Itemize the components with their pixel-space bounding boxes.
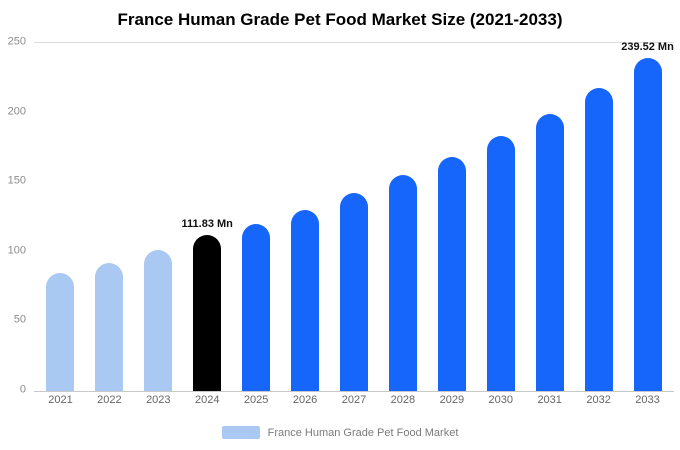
y-tick-label: 0 xyxy=(19,383,26,396)
bar-2025 xyxy=(242,223,271,391)
bar-value-label-2024: 111.83 Mn xyxy=(181,218,233,231)
y-tick-label: 100 xyxy=(7,244,26,257)
bar-cell-2028 xyxy=(378,43,427,391)
bar-2026 xyxy=(291,210,320,391)
chart-title: France Human Grade Pet Food Market Size … xyxy=(117,10,563,29)
bar-cell-2032 xyxy=(574,43,623,391)
bar-2027 xyxy=(339,193,368,391)
legend-swatch xyxy=(221,426,260,439)
x-tick-label-2021: 2021 xyxy=(48,394,73,406)
bar-cell-2029 xyxy=(427,43,476,391)
y-tick-label: 200 xyxy=(7,105,26,118)
x-tick-label-2026: 2026 xyxy=(292,394,318,406)
x-axis: 2021 2022 2023 2024 2025 2026 2027 2028 2029 2030… xyxy=(34,394,674,406)
x-tick-label-2025: 2025 xyxy=(243,394,269,406)
bar-2022 xyxy=(95,262,124,391)
y-axis: 0 50 100 150 200 250 xyxy=(0,36,30,395)
x-tick-label-2028: 2028 xyxy=(390,394,416,406)
bar-2021 xyxy=(46,272,75,391)
bar-2024: 111.83 Mn xyxy=(182,218,233,391)
bar-cell-2023 xyxy=(134,43,183,391)
y-tick-label: 250 xyxy=(7,35,26,48)
legend: France Human Grade Pet Food Market xyxy=(0,426,680,439)
x-tick-label-2027: 2027 xyxy=(341,394,367,406)
y-tick-label: 50 xyxy=(13,313,26,326)
x-tick-label-2023: 2023 xyxy=(146,394,171,406)
x-tick-label-2031: 2031 xyxy=(537,394,562,406)
bar-cell-2026 xyxy=(281,43,330,391)
bars-container: 111.83 Mn 239.52 Mn xyxy=(34,41,674,391)
bar-2030 xyxy=(486,136,515,391)
bar-cell-2031 xyxy=(525,43,574,391)
plot-area: 111.83 Mn 239.52 Mn xyxy=(34,41,674,392)
bar-2028 xyxy=(388,175,417,391)
x-tick-label-2029: 2029 xyxy=(439,394,465,406)
x-tick-label-2022: 2022 xyxy=(97,394,122,406)
bar-cell-2027 xyxy=(330,43,379,391)
bar-2033: 239.52 Mn xyxy=(621,41,674,391)
bar-value-label-2033: 239.52 Mn xyxy=(621,40,674,53)
y-tick-label: 150 xyxy=(7,174,26,187)
bar-cell-2021 xyxy=(36,43,85,391)
x-tick-label-2030: 2030 xyxy=(488,394,513,406)
bar-cell-2022 xyxy=(85,43,134,391)
bar-cell-2030 xyxy=(476,43,525,391)
bar-2031 xyxy=(535,114,564,391)
x-tick-label-2032: 2032 xyxy=(586,394,611,406)
bar-2032 xyxy=(584,87,613,391)
x-tick-label-2024: 2024 xyxy=(194,394,220,406)
bar-2023 xyxy=(144,250,173,391)
bar-2029 xyxy=(437,157,466,391)
bar-cell-2033: 239.52 Mn xyxy=(621,41,674,391)
legend-label: France Human Grade Pet Food Market xyxy=(267,426,459,439)
bar-cell-2024: 111.83 Mn xyxy=(182,43,233,391)
x-tick-label-2033: 2033 xyxy=(635,394,660,406)
bar-cell-2025 xyxy=(232,43,281,391)
